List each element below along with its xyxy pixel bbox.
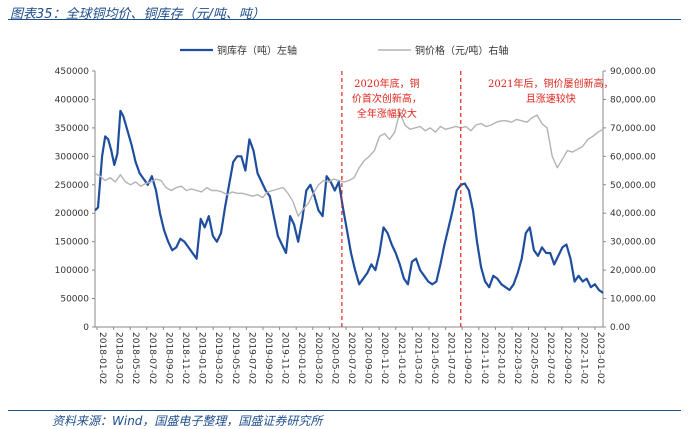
y-left-tick-label: 450000 [55, 67, 90, 77]
y-left-tick-label: 50000 [60, 295, 89, 305]
title-rule [8, 19, 681, 20]
x-tick-label: 2022-01-02 [495, 332, 505, 384]
x-tick-label: 2018-09-02 [163, 332, 173, 384]
x-tick-label: 2020-03-02 [313, 332, 323, 384]
x-tick-label: 2018-03-02 [114, 332, 124, 384]
y-right-tick-label: 80,000.00 [610, 95, 656, 105]
x-tick-label: 2020-05-02 [329, 332, 339, 384]
annotation-text: 价首次创新高， [352, 92, 422, 105]
x-tick-label: 2023-01-02 [595, 332, 605, 384]
x-tick-label: 2022-11-02 [578, 332, 588, 384]
y-right-tick-label: 20,000.00 [610, 266, 656, 276]
x-tick-label: 2021-05-02 [429, 332, 439, 384]
x-tick-label: 2020-01-02 [296, 332, 306, 384]
x-tick-label: 2018-11-02 [180, 332, 190, 384]
y-right-tick-label: 10,000.00 [610, 295, 656, 305]
x-tick-label: 2020-07-02 [346, 332, 356, 384]
figure-source: 资料来源：Wind，国盛电子整理，国盛证券研究所 [52, 414, 323, 428]
x-tick-label: 2019-09-02 [263, 332, 273, 384]
y-right-tick-label: 90,000.00 [610, 67, 656, 77]
y-right-tick-label: 70,000.00 [610, 124, 656, 134]
y-left-tick-label: 200000 [55, 209, 90, 219]
annotation-text: 全年涨幅较大 [357, 107, 417, 120]
y-left-tick-label: 350000 [55, 124, 90, 134]
y-left-tick-label: 150000 [55, 238, 90, 248]
x-tick-label: 2020-11-02 [379, 332, 389, 384]
source-rule [8, 410, 681, 411]
x-tick-label: 2019-05-02 [230, 332, 240, 384]
y-right-tick-label: 50,000.00 [610, 181, 656, 191]
x-tick-label: 2021-09-02 [462, 332, 472, 384]
x-tick-label: 2018-05-02 [130, 332, 140, 384]
legend-label-price: 铜价格（元/吨）右轴 [415, 44, 508, 57]
x-tick-label: 2019-07-02 [246, 332, 256, 384]
y-right-tick-label: 40,000.00 [610, 209, 656, 219]
annotation-text: 2021年后，铜价屡创新高， [488, 77, 613, 90]
x-tick-label: 2018-01-02 [97, 332, 107, 384]
y-left-tick-label: 100000 [55, 266, 90, 276]
x-tick-label: 2019-03-02 [213, 332, 223, 384]
y-right-tick-label: 30,000.00 [610, 238, 656, 248]
x-tick-label: 2019-01-02 [197, 332, 207, 384]
x-tick-label: 2020-09-02 [363, 332, 373, 384]
y-left-tick-label: 0 [83, 323, 89, 333]
x-tick-label: 2022-05-02 [529, 332, 539, 384]
x-tick-label: 2019-11-02 [280, 332, 290, 384]
x-tick-label: 2018-07-02 [147, 332, 157, 384]
figure-title: 图表35：全球铜均价、铜库存（元/吨、吨） [10, 7, 265, 22]
annotation-text: 且涨速较快 [526, 92, 576, 105]
x-tick-label: 2021-03-02 [412, 332, 422, 384]
x-tick-label: 2021-07-02 [446, 332, 456, 384]
legend-label-inventory: 铜库存（吨）左轴 [217, 44, 297, 57]
annotation-text: 2020年底，铜 [354, 77, 419, 90]
inventory-series-line [94, 109, 604, 294]
y-right-tick-label: 60,000.00 [610, 152, 656, 162]
y-right-tick-label: 0.00 [610, 323, 630, 333]
x-tick-label: 2022-07-02 [545, 332, 555, 384]
x-tick-label: 2022-09-02 [562, 332, 572, 384]
y-left-tick-label: 400000 [55, 95, 90, 105]
x-tick-label: 2021-01-02 [396, 332, 406, 384]
price-series-line [94, 111, 604, 217]
x-tick-label: 2021-11-02 [479, 332, 489, 384]
y-left-tick-label: 300000 [55, 152, 90, 162]
x-tick-label: 2022-03-02 [512, 332, 522, 384]
y-left-tick-label: 250000 [55, 181, 90, 191]
